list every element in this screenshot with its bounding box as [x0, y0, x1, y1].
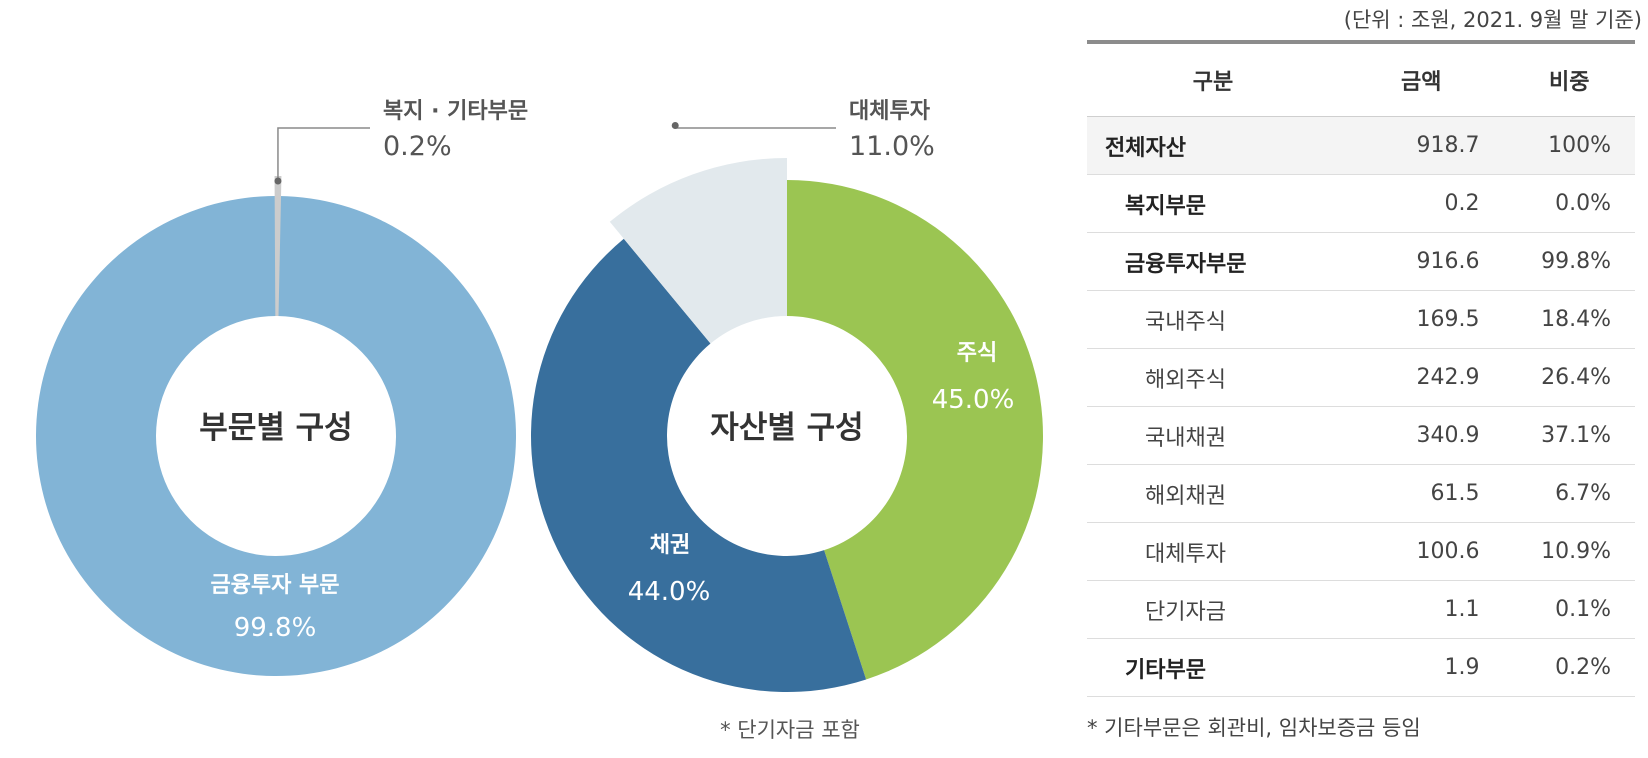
table-row: 국내채권 340.9 37.1%: [1087, 406, 1635, 465]
asset-donut-center-label: 자산별 구성: [710, 410, 863, 446]
row-category-cell: 단기자금: [1087, 580, 1340, 639]
finance-slice: [36, 195, 517, 676]
finance-slice-label: 금융투자 부문: [210, 573, 339, 598]
asset-donut-footnote: * 단기자금 포함: [720, 718, 860, 742]
header-category: 구분: [1087, 42, 1340, 117]
row-share-cell: 10.9%: [1503, 522, 1635, 581]
row-share-cell: 18.4%: [1503, 290, 1635, 349]
row-amount-cell: 0.2: [1339, 174, 1504, 233]
row-amount-cell: 918.7: [1339, 116, 1504, 175]
row-amount-cell: 916.6: [1339, 232, 1504, 291]
table-footnote: * 기타부문은 회관비, 임차보증금 등임: [1087, 716, 1421, 740]
row-category-cell: 전체자산: [1087, 116, 1340, 175]
row-share-cell: 0.1%: [1503, 580, 1635, 639]
donut-hole: [157, 317, 395, 555]
asset-donut: 자산별 구성 주식 45.0% 채권 44.0% 대체투자 11.0% * 단기…: [531, 99, 1043, 742]
row-category-cell: 국내주식: [1087, 290, 1340, 349]
row-amount-cell: 61.5: [1339, 464, 1504, 523]
table-row: 대체투자 100.6 10.9%: [1087, 522, 1635, 581]
row-category-cell: 대체투자: [1087, 522, 1340, 581]
stock-slice-label: 주식: [957, 341, 997, 366]
alternative-slice-callout-line: [674, 125, 836, 129]
stock-slice: [787, 180, 1043, 680]
row-category-cell: 국내채권: [1087, 406, 1340, 465]
header-share: 비중: [1503, 42, 1635, 117]
welfare-slice-callout-dot: [274, 177, 282, 185]
table-row: 해외주식 242.9 26.4%: [1087, 348, 1635, 407]
row-amount-cell: 1.9: [1339, 638, 1504, 697]
row-share-cell: 100%: [1503, 116, 1635, 175]
row-amount-cell: 242.9: [1339, 348, 1504, 407]
alternative-slice-callout-dot: [671, 122, 679, 130]
welfare-callout-value: 0.2%: [383, 131, 452, 162]
row-amount-cell: 100.6: [1339, 522, 1504, 581]
finance-slice-value: 99.8%: [234, 613, 317, 643]
row-amount-cell: 340.9: [1339, 406, 1504, 465]
row-category-cell: 기타부문: [1087, 638, 1340, 697]
row-amount-cell: 169.5: [1339, 290, 1504, 349]
row-share-cell: 26.4%: [1503, 348, 1635, 407]
bond-slice-label: 채권: [650, 533, 690, 558]
row-category-cell: 해외채권: [1087, 464, 1340, 523]
row-share-cell: 0.0%: [1503, 174, 1635, 233]
table-row: 단기자금 1.1 0.1%: [1087, 580, 1635, 639]
asset-breakdown-table: 구분 금액 비중 전체자산 918.7 100% 복지부문 0.2 0.0% 금융투자부문 9…: [1087, 40, 1635, 697]
unit-note: (단위 : 조원, 2021. 9월 말 기준): [1343, 8, 1642, 32]
alternative-callout-label: 대체투자: [849, 99, 931, 124]
table-row: 국내주식 169.5 18.4%: [1087, 290, 1635, 349]
row-share-cell: 6.7%: [1503, 464, 1635, 523]
welfare-slice: [274, 176, 282, 317]
table-row: 기타부문 1.9 0.2%: [1087, 638, 1635, 697]
row-category-cell: 복지부문: [1087, 174, 1340, 233]
row-amount-cell: 1.1: [1339, 580, 1504, 639]
row-share-cell: 37.1%: [1503, 406, 1635, 465]
row-category-cell: 금융투자부문: [1087, 232, 1340, 291]
row-category-cell: 해외주식: [1087, 348, 1340, 407]
row-share-cell: 99.8%: [1503, 232, 1635, 291]
alternative-callout-value: 11.0%: [849, 131, 935, 162]
table-row: 복지부문 0.2 0.0%: [1087, 174, 1635, 233]
stock-slice-value: 45.0%: [932, 385, 1015, 415]
table-row: 금융투자부문 916.6 99.8%: [1087, 232, 1635, 291]
row-share-cell: 0.2%: [1503, 638, 1635, 697]
donut-charts: 부문별 구성 금융투자 부문 99.8% 복지 · 기타부문 0.2% 자산별 …: [36, 99, 1043, 742]
welfare-callout-label: 복지 · 기타부문: [383, 99, 528, 124]
welfare-slice-callout-line: [277, 127, 370, 182]
sector-donut-center-label: 부문별 구성: [199, 410, 352, 446]
bond-slice: [531, 238, 867, 692]
sector-donut: 부문별 구성 금융투자 부문 99.8% 복지 · 기타부문 0.2%: [36, 99, 528, 676]
donut-hole: [668, 317, 906, 555]
header-amount: 금액: [1339, 42, 1504, 117]
table-row: 전체자산 918.7 100%: [1087, 116, 1635, 175]
table-row: 해외채권 61.5 6.7%: [1087, 464, 1635, 523]
alternative-slice: [609, 158, 787, 344]
bond-slice-value: 44.0%: [628, 577, 711, 607]
